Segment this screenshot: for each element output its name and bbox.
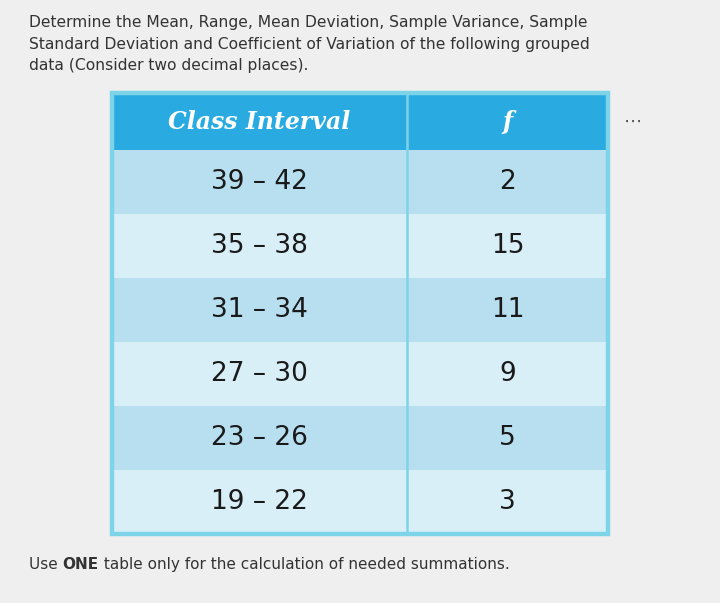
Text: Use: Use [29,557,63,572]
Text: Determine the Mean, Range, Mean Deviation, Sample Variance, Sample
Standard Devi: Determine the Mean, Range, Mean Deviatio… [29,15,590,74]
Text: ONE: ONE [63,557,99,572]
FancyBboxPatch shape [112,277,608,341]
Text: 35 – 38: 35 – 38 [211,233,308,259]
Text: 5: 5 [500,425,516,450]
Text: 9: 9 [500,361,516,387]
Text: 23 – 26: 23 – 26 [211,425,308,450]
Text: Class Interval: Class Interval [168,110,351,133]
FancyBboxPatch shape [112,406,608,470]
Text: 19 – 22: 19 – 22 [211,488,308,514]
FancyBboxPatch shape [112,213,608,277]
FancyBboxPatch shape [112,341,608,406]
Text: f: f [503,110,513,133]
Text: 15: 15 [491,233,525,259]
Text: table only for the calculation of needed summations.: table only for the calculation of needed… [99,557,509,572]
FancyBboxPatch shape [112,150,608,213]
Text: 27 – 30: 27 – 30 [211,361,308,387]
Text: 39 – 42: 39 – 42 [211,169,308,195]
FancyBboxPatch shape [112,470,608,534]
Text: 3: 3 [500,488,516,514]
Text: 31 – 34: 31 – 34 [211,297,308,323]
FancyBboxPatch shape [112,93,608,150]
Text: 11: 11 [491,297,525,323]
Text: ⋯: ⋯ [624,113,642,130]
Text: 2: 2 [500,169,516,195]
